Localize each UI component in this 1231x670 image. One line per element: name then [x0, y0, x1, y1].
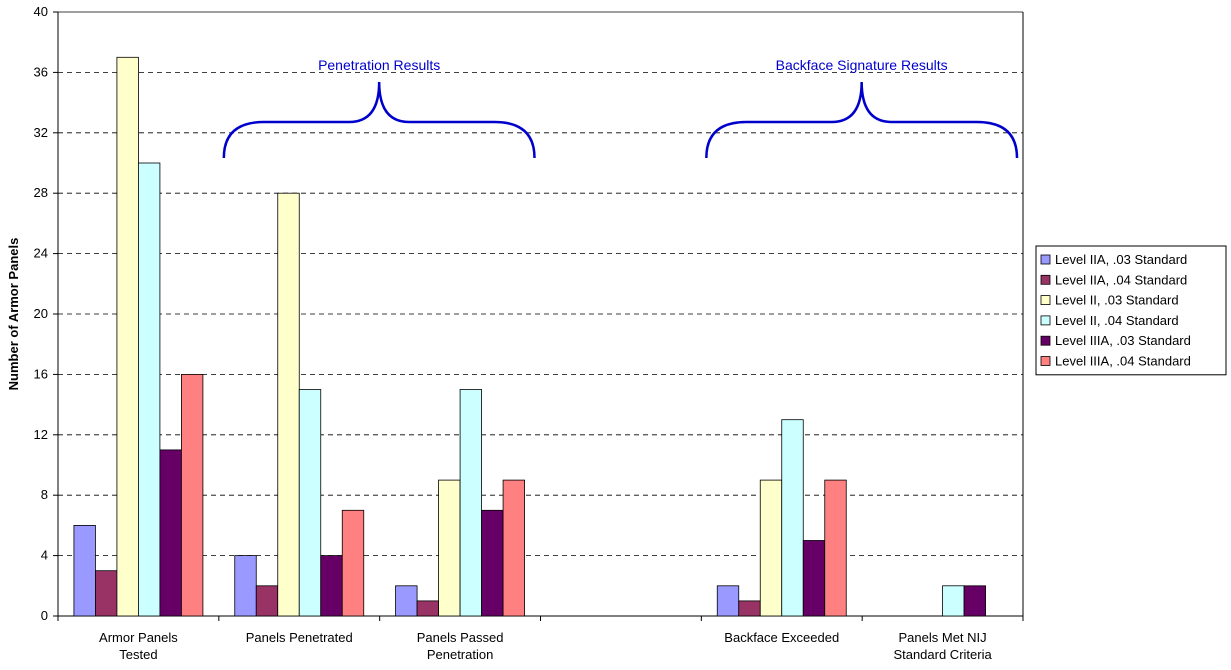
bar	[341, 509, 365, 617]
legend-swatch	[1040, 315, 1051, 326]
bar	[781, 419, 804, 617]
x-tick-label: Tested	[119, 647, 157, 662]
bar	[255, 585, 279, 617]
bar	[73, 525, 96, 617]
bar	[320, 555, 343, 617]
x-tick-label: Panels Met NIJ	[899, 630, 987, 645]
bar	[438, 479, 461, 617]
bar	[181, 373, 204, 617]
annotation-label: Backface Signature Results	[776, 57, 948, 73]
y-tick-label: 16	[34, 366, 48, 381]
bar	[234, 555, 257, 617]
bar	[395, 585, 418, 617]
legend-swatch	[1040, 356, 1051, 366]
bar	[502, 479, 525, 617]
legend-label: Level IIA, .03 Standard	[1055, 252, 1187, 267]
bar	[459, 389, 482, 617]
bar	[802, 540, 826, 617]
legend-label: Level IIIA, .03 Standard	[1055, 333, 1191, 348]
x-tick-label: Backface Exceeded	[724, 630, 839, 645]
legend-label: Level IIIA, .04 Standard	[1055, 354, 1191, 369]
y-tick-label: 28	[34, 185, 48, 200]
bar	[942, 585, 965, 617]
x-tick-label: Panels Penetrated	[246, 630, 353, 645]
legend-swatch	[1040, 335, 1051, 346]
y-tick-label: 36	[34, 64, 48, 79]
x-tick-label: Penetration	[427, 647, 494, 662]
legend-swatch	[1040, 274, 1051, 285]
bar	[138, 162, 161, 617]
y-tick-label: 40	[34, 4, 48, 19]
y-tick-label: 12	[34, 427, 48, 442]
y-tick-label: 32	[34, 125, 48, 140]
legend-swatch	[1040, 295, 1051, 306]
y-tick-label: 0	[41, 608, 48, 623]
bar	[963, 585, 986, 617]
legend-label: Level II, .04 Standard	[1055, 313, 1179, 328]
x-tick-label: Panels Passed	[417, 630, 504, 645]
bar	[738, 600, 761, 617]
y-tick-label: 4	[41, 548, 48, 563]
y-axis-label: Number of Armor Panels	[6, 238, 21, 391]
bar	[759, 479, 783, 617]
bar	[824, 479, 847, 617]
bar	[416, 600, 439, 617]
y-tick-label: 24	[34, 246, 48, 261]
bar	[298, 389, 322, 617]
annotation-label: Penetration Results	[318, 57, 440, 73]
bar	[116, 56, 139, 617]
legend-swatch	[1040, 254, 1051, 265]
annotation-brace	[705, 81, 1019, 159]
x-tick-label: Standard Criteria	[893, 647, 992, 662]
bar	[277, 192, 300, 617]
y-tick-label: 8	[41, 487, 48, 502]
annotation-brace	[222, 81, 536, 159]
bar	[95, 570, 118, 617]
bar	[716, 585, 740, 617]
x-tick-label: Armor Panels	[99, 630, 178, 645]
y-tick-label: 20	[34, 306, 48, 321]
legend-label: Level IIA, .04 Standard	[1055, 272, 1187, 287]
legend-label: Level II, .03 Standard	[1055, 293, 1179, 308]
legend	[1035, 245, 1227, 376]
bar	[481, 509, 504, 617]
bar	[159, 449, 182, 617]
